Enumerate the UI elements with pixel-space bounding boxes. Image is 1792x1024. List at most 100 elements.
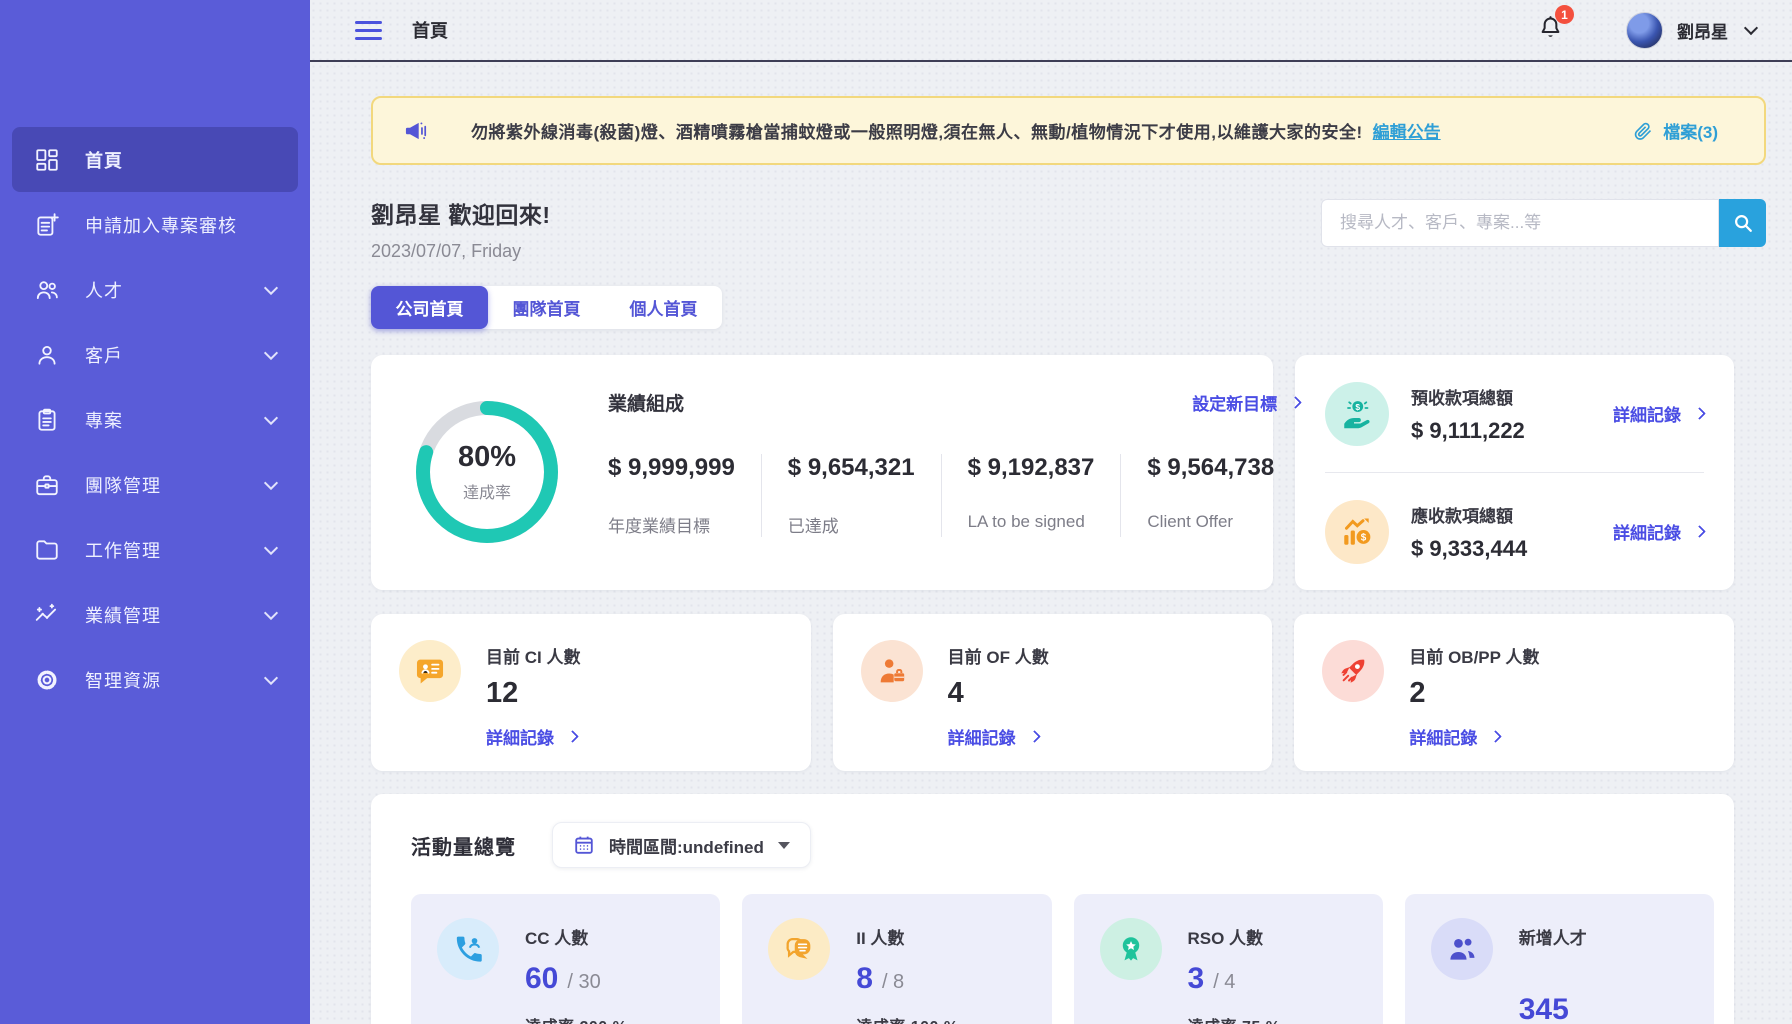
search-input[interactable] <box>1321 199 1719 247</box>
sidebar-item-performance-management[interactable]: 業績管理 <box>12 582 298 647</box>
rso-target: / 4 <box>1213 971 1236 993</box>
person-briefcase-icon <box>860 640 923 702</box>
cards-row-2: 目前 CI 人數 12 詳細記錄 <box>371 614 1735 771</box>
home-tabs: 公司首頁 團隊首頁 個人首頁 <box>371 286 722 329</box>
rso-rate: 達成率 75 % <box>1188 1013 1281 1024</box>
obpp-count-value: 2 <box>1409 677 1426 709</box>
edit-announcement-link[interactable]: 編輯公告 <box>1372 123 1441 142</box>
prepaid-title: 預收款項總額 <box>1411 388 1513 408</box>
receivables-card: $ 預收款項總額 $ 9,111,222 詳細記錄 <box>1295 355 1734 590</box>
of-count-value: 4 <box>947 677 964 709</box>
chevron-down-icon <box>263 670 279 685</box>
notification-bell-icon[interactable]: 1 <box>1537 5 1574 46</box>
sidebar-item-label: 工作管理 <box>85 540 161 561</box>
sidebar-item-home[interactable]: 首頁 <box>12 127 298 192</box>
stat-la-to-be-signed: $ 9,192,837 LA to be signed <box>940 454 1121 537</box>
cc-rate: 達成率 200 % <box>525 1013 627 1024</box>
chat-id-card-icon <box>399 640 461 702</box>
topbar-right: 1 劉昂星 <box>1537 5 1759 49</box>
ci-count-value: 12 <box>486 677 519 709</box>
paperclip-icon <box>1634 122 1652 140</box>
chevron-right-icon <box>1027 730 1041 743</box>
prepaid-detail-link[interactable]: 詳細記錄 <box>1613 401 1706 426</box>
dropdown-arrow-icon <box>777 841 790 849</box>
receivable-detail-link[interactable]: 詳細記錄 <box>1613 519 1706 544</box>
ci-detail-link[interactable]: 詳細記錄 <box>486 724 580 749</box>
search-button[interactable] <box>1719 199 1766 247</box>
donut-label: 達成率 <box>462 485 511 502</box>
folder-icon <box>33 536 60 563</box>
search-box <box>1321 199 1766 247</box>
chevron-right-icon <box>1489 730 1503 743</box>
announcement-text: 勿將紫外線消毒(殺菌)燈、酒精噴霧槍當捕蚊燈或一般照明燈,須在無人、無動/植物情… <box>471 123 1363 142</box>
sidebar-item-project[interactable]: 專案 <box>12 387 298 452</box>
person-icon <box>33 341 60 368</box>
receivable-total-row: $ 應收款項總額 $ 9,333,444 詳細記錄 <box>1325 472 1706 590</box>
sidebar-logo-area <box>0 0 310 127</box>
donut-percent: 80% <box>457 441 517 473</box>
gear-icon <box>33 666 60 693</box>
tab-personal-home[interactable]: 個人首頁 <box>629 300 698 319</box>
sidebar-item-label: 專案 <box>85 410 123 431</box>
prepaid-total-row: $ 預收款項總額 $ 9,111,222 詳細記錄 <box>1325 355 1706 472</box>
of-count-card: 目前 OF 人數 4 詳細記錄 <box>832 614 1273 771</box>
set-new-goal-link[interactable]: 設定新目標 <box>1192 390 1303 415</box>
ii-title: II 人數 <box>856 929 905 948</box>
welcome-greeting: 劉昂星 歡迎回來! <box>371 202 551 228</box>
people-icon <box>1430 918 1493 980</box>
briefcase-icon <box>33 471 60 498</box>
activity-overview-section: 活動量總覽 時間區間:undefined <box>371 794 1734 1024</box>
document-add-icon <box>33 211 60 238</box>
tab-company-home[interactable]: 公司首頁 <box>371 286 488 329</box>
medal-icon <box>1099 918 1162 980</box>
welcome-row: 劉昂星 歡迎回來! 2023/07/07, Friday <box>371 196 1766 262</box>
sidebar: 首頁 申請加入專案審核 人才 客戶 專案 <box>0 0 310 1024</box>
chevron-down-icon <box>263 280 279 295</box>
obpp-count-title: 目前 OB/PP 人數 <box>1409 648 1540 667</box>
stat-annual-goal: $ 9,999,999 年度業績目標 <box>608 454 735 536</box>
rso-title: RSO 人數 <box>1187 929 1264 948</box>
sidebar-item-label: 首頁 <box>85 150 123 171</box>
cc-target: / 30 <box>567 971 601 993</box>
stat-achieved: $ 9,654,321 已達成 <box>760 454 941 537</box>
sidebar-item-label: 客戶 <box>85 345 123 366</box>
obpp-detail-link[interactable]: 詳細記錄 <box>1409 724 1539 749</box>
hamburger-menu-icon[interactable] <box>355 20 382 40</box>
attachment-files-link[interactable]: 檔案(3) <box>1633 118 1718 143</box>
sidebar-item-team-management[interactable]: 團隊管理 <box>12 452 298 517</box>
rocket-icon <box>1322 640 1385 702</box>
chevron-down-icon <box>263 540 279 555</box>
cards-row-1: 80% 達成率 業績組成 設定新目標 <box>371 355 1734 590</box>
ci-count-card: 目前 CI 人數 12 詳細記錄 <box>371 614 811 771</box>
stat-client-offer: $ 9,564,738 Client Offer <box>1120 454 1300 537</box>
sidebar-item-resource-management[interactable]: 智理資源 <box>12 647 298 712</box>
rso-stat-card: RSO 人數 3 / 4 達成率 75 % <box>1073 894 1383 1024</box>
hand-coin-icon: $ <box>1325 381 1389 446</box>
cc-stat-card: CC 人數 60 / 30 達成率 200 % <box>411 894 721 1024</box>
tab-team-home[interactable]: 團隊首頁 <box>512 300 581 319</box>
chat-bubbles-icon <box>768 918 831 980</box>
sidebar-item-apply-project-review[interactable]: 申請加入專案審核 <box>12 192 298 257</box>
files-label: 檔案(3) <box>1663 123 1718 142</box>
user-name: 劉昂星 <box>1677 22 1728 42</box>
user-avatar[interactable] <box>1626 11 1663 49</box>
of-count-title: 目前 OF 人數 <box>947 648 1049 667</box>
notification-badge: 1 <box>1555 5 1574 24</box>
announcement-banner: 勿將紫外線消毒(殺菌)燈、酒精噴霧槍當捕蚊燈或一般照明燈,須在無人、無動/植物情… <box>371 96 1766 165</box>
rso-value: 3 <box>1187 962 1205 995</box>
achievement-donut-chart: 80% 達成率 <box>411 396 563 548</box>
search-icon <box>1734 215 1752 232</box>
time-range-label: 時間區間:undefined <box>609 837 764 857</box>
chevron-down-icon <box>263 345 279 360</box>
of-detail-link[interactable]: 詳細記錄 <box>948 724 1049 749</box>
user-menu-chevron-icon[interactable] <box>1743 20 1759 36</box>
sidebar-item-client[interactable]: 客戶 <box>12 322 298 387</box>
chevron-down-icon <box>263 605 279 620</box>
time-range-dropdown[interactable]: 時間區間:undefined <box>552 822 811 868</box>
sidebar-item-work-management[interactable]: 工作管理 <box>12 517 298 582</box>
receivable-title: 應收款項總額 <box>1411 506 1513 526</box>
sidebar-item-talent[interactable]: 人才 <box>12 257 298 322</box>
dashboard-icon <box>33 146 60 173</box>
people-icon <box>33 276 60 303</box>
